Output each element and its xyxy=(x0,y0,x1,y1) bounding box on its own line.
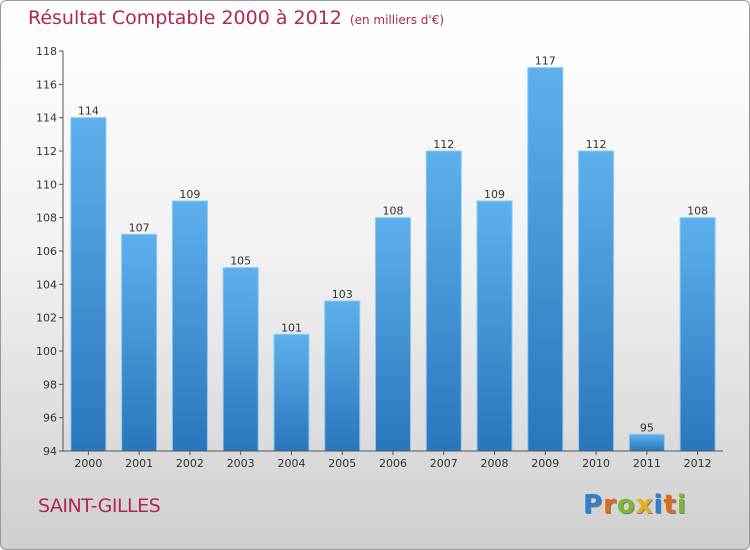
bar xyxy=(679,217,716,452)
y-tick-label: 104 xyxy=(36,278,57,291)
chart-title-text: Résultat Comptable 2000 à 2012 xyxy=(28,7,342,29)
chart-title: Résultat Comptable 2000 à 2012 (en millie… xyxy=(28,7,444,29)
x-tick-label: 2005 xyxy=(328,457,356,470)
y-tick-label: 102 xyxy=(36,312,57,325)
logo-letter: r xyxy=(603,490,617,520)
data-label: 112 xyxy=(586,138,607,151)
logo-letter: i xyxy=(653,490,664,520)
x-tick-label: 2001 xyxy=(125,457,153,470)
data-label: 107 xyxy=(129,221,150,234)
y-tick-label: 96 xyxy=(43,412,57,425)
data-label: 105 xyxy=(230,255,251,268)
logo-letter: t xyxy=(663,490,677,520)
bar xyxy=(222,267,259,452)
x-tick-label: 2007 xyxy=(430,457,458,470)
y-tick-label: 98 xyxy=(43,378,57,391)
x-tick-label: 2010 xyxy=(582,457,610,470)
x-tick-label: 2003 xyxy=(227,457,255,470)
bar xyxy=(70,117,107,452)
bar xyxy=(121,233,158,452)
data-label: 109 xyxy=(179,188,200,201)
data-label: 101 xyxy=(281,321,302,334)
x-tick-label: 2009 xyxy=(531,457,559,470)
data-label: 108 xyxy=(383,205,404,218)
data-label: 112 xyxy=(433,138,454,151)
commune-name: SAINT-GILLES xyxy=(38,495,161,517)
proxiti-logo[interactable]: Proxiti xyxy=(583,490,687,520)
y-tick-label: 112 xyxy=(36,145,57,158)
data-label: 114 xyxy=(78,105,99,118)
bar xyxy=(324,300,361,452)
x-axis: 2000 2001 2002 2003 2004 2005 2006 2007 2008 2009… xyxy=(63,450,723,470)
data-label: 108 xyxy=(687,205,708,218)
bar xyxy=(476,200,513,452)
data-label: 117 xyxy=(535,55,556,68)
y-axis: 94 96 98 100 102 104 106 108 110 112 114 116 118 xyxy=(36,45,64,458)
x-tick-label: 2008 xyxy=(481,457,509,470)
x-tick-label: 2004 xyxy=(277,457,305,470)
logo-letter: o xyxy=(616,490,636,520)
bar xyxy=(273,333,310,452)
y-tick-label: 110 xyxy=(36,178,57,191)
bar xyxy=(425,150,462,452)
x-tick-label: 2012 xyxy=(684,457,712,470)
data-label: 103 xyxy=(332,288,353,301)
x-tick-label: 2002 xyxy=(176,457,204,470)
y-tick-label: 116 xyxy=(36,78,57,91)
x-tick-label: 2006 xyxy=(379,457,407,470)
logo-letter: x xyxy=(635,490,654,520)
x-tick-label: 2000 xyxy=(74,457,102,470)
y-tick-label: 100 xyxy=(36,345,57,358)
bar xyxy=(375,217,411,452)
logo-letter: i xyxy=(676,490,687,520)
data-label: 109 xyxy=(484,188,505,201)
y-tick-label: 114 xyxy=(36,112,57,125)
y-tick-label: 106 xyxy=(36,245,57,258)
y-tick-label: 108 xyxy=(36,212,57,225)
y-tick-label: 118 xyxy=(36,45,57,58)
data-label: 95 xyxy=(640,421,654,434)
chart-unit: (en milliers d'€) xyxy=(349,13,445,27)
bar xyxy=(628,433,665,452)
bar xyxy=(527,67,564,452)
bar xyxy=(578,150,615,452)
bar xyxy=(171,200,208,452)
bars: 114 107 109 105 101 103 108 112 109 117 112 95 108 xyxy=(70,55,716,452)
x-tick-label: 2011 xyxy=(633,457,661,470)
logo-letter: P xyxy=(583,490,604,520)
y-tick-label: 94 xyxy=(43,445,57,458)
